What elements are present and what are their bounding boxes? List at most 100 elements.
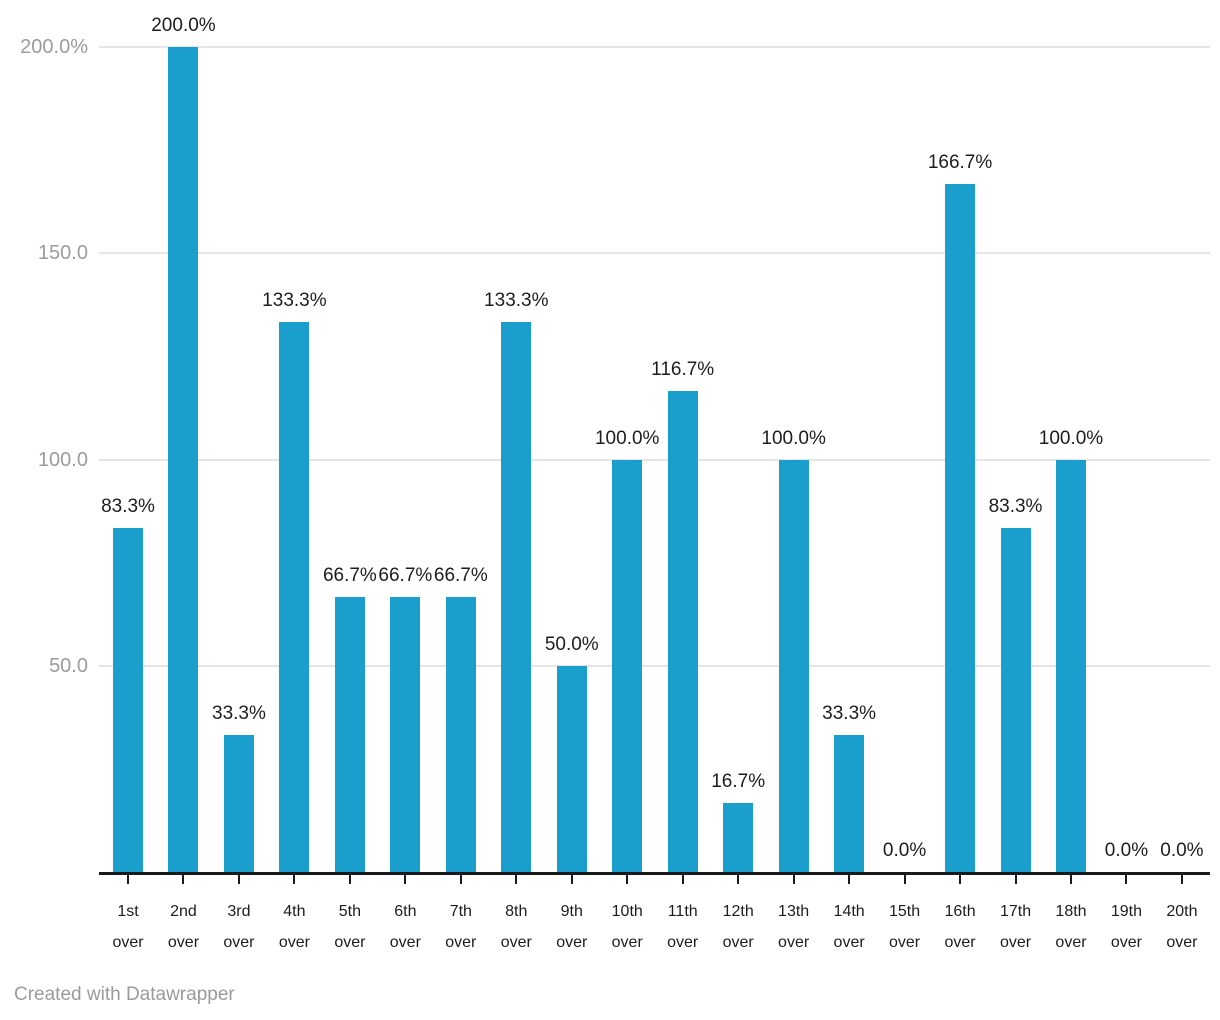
x-tick [570,875,573,884]
bar [778,459,809,872]
x-axis-label-ordinal: 6th [394,903,417,920]
bar-value-label: 66.7% [322,564,377,586]
bar-value-label: 100.0% [761,427,826,449]
bar [279,322,310,872]
x-axis-label: 15th over [889,896,920,958]
y-gridline [99,252,1210,255]
x-axis-line [99,872,1210,875]
x-axis-label-suffix: over [889,934,921,951]
x-axis-label: 1st over [112,896,143,958]
bar-value-label: 0.0% [1104,840,1149,861]
x-axis-label-ordinal: 17th [999,903,1032,920]
x-axis-label-suffix: over [999,934,1032,951]
bar-value-label: 83.3% [101,496,155,518]
bar-value-label: 116.7% [651,358,715,380]
bar [501,322,532,872]
x-tick [182,875,185,884]
x-axis-label-ordinal: 11th [667,903,698,920]
x-tick [959,875,962,884]
x-axis-label-ordinal: 9th [560,903,583,920]
bar [334,596,365,872]
x-axis-label-suffix: over [223,934,255,951]
x-axis-label-suffix: over [833,934,865,951]
x-axis-label-suffix: over [556,934,588,951]
x-axis-label-ordinal: 8th [505,903,528,920]
x-axis-label-ordinal: 3rd [227,903,251,920]
x-axis-label: 14th over [834,896,865,958]
x-axis-label-ordinal: 2nd [170,903,197,920]
x-axis-label-suffix: over [944,934,976,951]
bar [612,459,643,872]
bar-value-label: 66.7% [433,564,488,586]
bar-value-label: 133.3% [262,290,327,312]
bar-value-label: 33.3% [822,702,877,724]
bar [168,47,199,872]
x-axis-label-ordinal: 15th [889,903,921,920]
x-axis-label-ordinal: 13th [778,903,810,920]
x-axis-label: 13th over [778,896,809,958]
x-axis-label-ordinal: 1st [117,903,139,920]
y-gridline [99,458,1210,461]
x-axis-label-suffix: over [167,934,200,951]
bar-value-label: 133.3% [484,290,549,312]
bar [390,596,421,872]
bar-value-label: 166.7% [927,152,993,174]
bar [223,734,254,872]
bar-value-label: 16.7% [711,771,766,793]
x-tick [848,875,851,884]
x-tick [459,875,462,884]
bar-value-label: 100.0% [594,427,660,449]
x-axis-label-suffix: over [778,934,810,951]
x-axis-label: 16th over [944,896,975,958]
x-axis-label-suffix: over [667,934,699,951]
x-axis-label-suffix: over [334,934,366,951]
x-axis-label: 2nd over [168,896,199,958]
x-axis-label-ordinal: 16th [944,903,976,920]
x-axis-label-ordinal: 19th [1110,903,1143,920]
bar [723,803,754,872]
x-axis-label: 3rd over [223,896,254,958]
bar [1055,459,1086,872]
x-axis-label-suffix: over [500,934,532,951]
bar [556,665,587,872]
x-axis-label-suffix: over [112,934,144,951]
x-tick [348,875,351,884]
x-axis-label: 6th over [390,896,421,958]
x-axis-label-suffix: over [722,934,754,951]
x-tick [1180,875,1183,884]
x-axis-label-ordinal: 7th [449,903,472,920]
bar-value-label: 0.0% [1160,840,1204,861]
x-tick [1069,875,1072,884]
bar [113,528,143,872]
x-axis-label: 17th over [1000,896,1031,958]
x-axis-label-ordinal: 18th [1055,903,1087,920]
bar-value-label: 83.3% [988,496,1043,518]
y-tick-label: 50.0 [49,654,88,677]
x-tick [1125,875,1128,884]
x-axis-label: 4th over [279,896,310,958]
x-tick [237,875,240,884]
x-axis-label: 8th over [501,896,532,958]
x-axis-label-ordinal: 20th [1166,903,1198,920]
bar [445,596,476,872]
x-axis-label-ordinal: 10th [611,903,643,920]
bar-value-label: 0.0% [882,840,927,861]
x-axis-label-suffix: over [611,934,643,951]
x-axis-label: 12th over [723,896,754,958]
x-axis-label-ordinal: 4th [283,903,306,920]
bar [945,184,976,872]
bar [1000,528,1031,872]
y-tick-label: 150.0 [37,242,88,265]
x-axis-label: 10th over [612,896,643,958]
y-tick-label: 200.0% [20,36,88,58]
x-tick [681,875,684,884]
x-axis-label: 19th over [1111,896,1142,958]
x-axis-label-suffix: over [278,934,310,951]
x-axis-label-ordinal: 12th [722,903,754,920]
x-tick [127,875,129,884]
x-axis-label-suffix: over [389,934,421,951]
